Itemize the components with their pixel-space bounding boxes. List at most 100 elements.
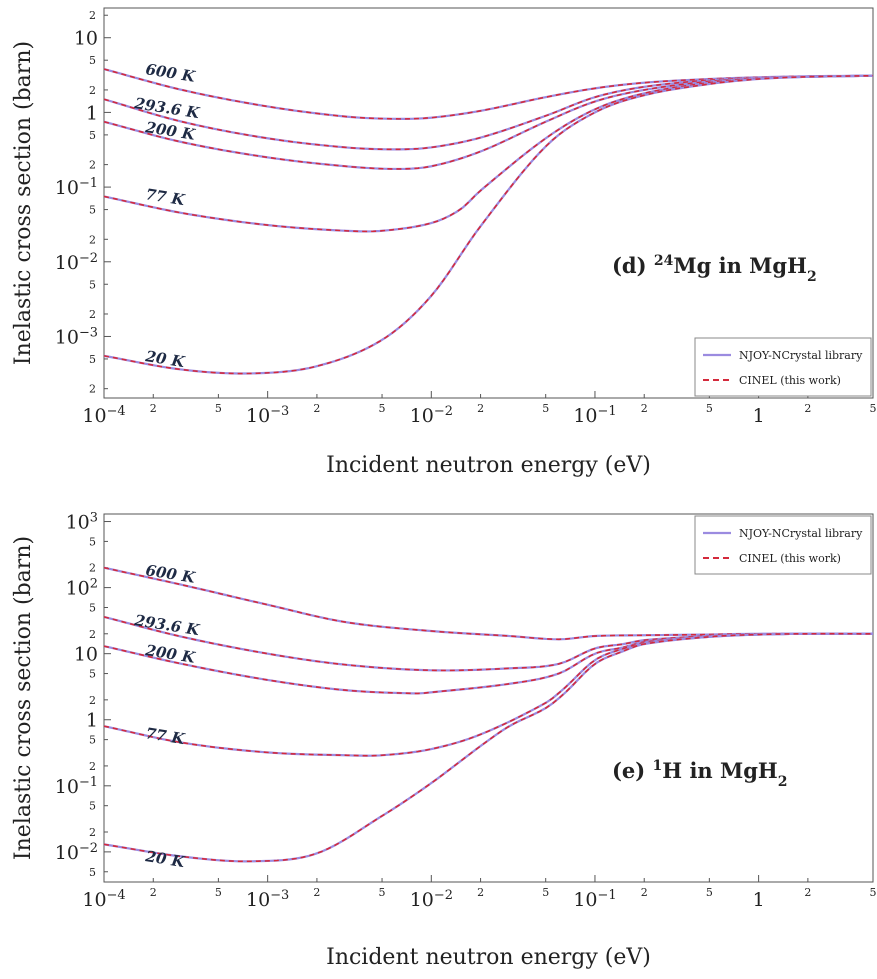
series-line-njoy-77-K	[104, 74, 873, 233]
x-minor-tick-label: 5	[542, 886, 549, 899]
y-minor-tick-label: 2	[89, 694, 96, 707]
x-tick-label: 1	[753, 405, 765, 427]
x-minor-tick-label: 2	[641, 886, 648, 899]
x-tick-label: 10−2	[410, 888, 453, 912]
panel-annotation: (e) 1H in MgH2	[612, 758, 788, 790]
x-minor-tick-label: 2	[313, 886, 320, 899]
plot-frame	[103, 7, 874, 399]
legend: NJOY-NCrystal library CINEL (this work)	[694, 337, 872, 397]
y-minor-tick-label: 5	[89, 129, 96, 142]
y-minor-tick-label: 5	[89, 54, 96, 67]
x-tick-label: 10−3	[246, 888, 289, 912]
legend-box	[694, 337, 872, 397]
y-axis-label: Inelastic cross section (barn)	[11, 41, 36, 365]
series-label: 293.6 K	[132, 611, 201, 639]
y-minor-tick-label: 5	[89, 668, 96, 681]
x-minor-tick-label: 5	[870, 402, 877, 415]
y-minor-tick-label: 2	[89, 383, 96, 396]
x-tick-label: 10−4	[82, 888, 125, 912]
x-minor-tick-label: 2	[641, 402, 648, 415]
y-tick-label: 10−1	[55, 774, 98, 798]
x-minor-tick-label: 5	[706, 402, 713, 415]
y-tick-label: 10	[74, 28, 98, 50]
y-tick-label: 10	[74, 644, 98, 666]
x-minor-tick-label: 2	[477, 886, 484, 899]
x-minor-tick-label: 5	[379, 886, 386, 899]
y-tick-label: 1	[86, 102, 98, 124]
panel-annotation: (d) 24Mg in MgH2	[612, 253, 817, 285]
y-minor-tick-label: 5	[89, 204, 96, 217]
y-minor-tick-label: 5	[89, 866, 96, 879]
plot-frame	[103, 513, 874, 883]
x-tick-label: 10−4	[82, 404, 125, 428]
legend: NJOY-NCrystal library CINEL (this work)	[694, 515, 872, 575]
series-label: 77 K	[144, 185, 186, 209]
x-tick-label: 10−2	[410, 404, 453, 428]
y-tick-label: 10−3	[55, 325, 98, 349]
series-line-cinel-200-K	[104, 632, 873, 695]
x-minor-tick-label: 5	[215, 886, 222, 899]
series-line-njoy-200-K	[104, 632, 873, 695]
y-minor-tick-label: 2	[89, 826, 96, 839]
series-line-njoy-20-K	[104, 74, 873, 375]
legend-label: CINEL (this work)	[739, 552, 841, 565]
y-tick-label: 102	[66, 576, 98, 600]
x-minor-tick-label: 5	[870, 886, 877, 899]
y-minor-tick-label: 2	[89, 233, 96, 246]
y-minor-tick-label: 5	[89, 278, 96, 291]
y-minor-tick-label: 2	[89, 84, 96, 97]
series-line-njoy-293_6-K	[104, 74, 873, 151]
y-tick-label: 10−1	[55, 176, 98, 200]
x-minor-tick-label: 5	[379, 402, 386, 415]
y-minor-tick-label: 5	[89, 601, 96, 614]
series-line-njoy-293_6-K	[104, 615, 873, 672]
panel-d: 2 5 2 5 2 5 2 5 2 5 10−4 10−3 10−2 10−1 1 2 5 2 5 2 5 2 5 2 5 2 10…	[11, 7, 877, 478]
y-tick-label: 1	[86, 710, 98, 732]
x-minor-tick-label: 2	[804, 402, 811, 415]
x-tick-label: 10−1	[573, 404, 616, 428]
x-minor-tick-label: 2	[477, 402, 484, 415]
legend-label: NJOY-NCrystal library	[739, 527, 863, 540]
y-minor-tick-label: 2	[89, 562, 96, 575]
series-line-njoy-600-K	[104, 566, 873, 641]
y-minor-tick-label: 2	[89, 159, 96, 172]
series-label: 600 K	[144, 561, 197, 587]
x-minor-tick-label: 5	[215, 402, 222, 415]
legend-label: CINEL (this work)	[739, 374, 841, 387]
series-line-njoy-77-K	[104, 632, 873, 757]
x-tick-label: 10−3	[246, 404, 289, 428]
y-minor-tick-label: 5	[89, 535, 96, 548]
series-line-cinel-200-K	[104, 74, 873, 170]
y-tick-label: 103	[66, 510, 98, 534]
x-minor-tick-label: 2	[804, 886, 811, 899]
series-label: 200 K	[143, 118, 197, 144]
y-minor-tick-label: 5	[89, 734, 96, 747]
x-axis-label: Incident neutron energy (eV)	[326, 453, 651, 478]
y-minor-tick-label: 2	[89, 628, 96, 641]
series-label: 77 K	[144, 724, 186, 748]
y-minor-tick-label: 5	[89, 800, 96, 813]
y-tick-label: 10−2	[55, 250, 98, 274]
x-minor-tick-label: 2	[313, 402, 320, 415]
series-line-cinel-20-K	[104, 632, 873, 863]
y-minor-tick-label: 5	[89, 353, 96, 366]
series-line-njoy-200-K	[104, 74, 873, 171]
series-line-cinel-293_6-K	[104, 74, 873, 151]
panel-e: 2 5 2 5 2 5 2 5 2 510−4 10−3 10−2 10−1 15252525252510…	[11, 510, 877, 970]
legend-box	[694, 515, 872, 575]
x-minor-tick-label: 5	[542, 402, 549, 415]
y-axis-label: Inelastic cross section (barn)	[11, 536, 36, 860]
series-label: 20 K	[143, 847, 186, 871]
y-minor-tick-label: 2	[89, 760, 96, 773]
legend-label: NJOY-NCrystal library	[739, 349, 863, 362]
y-minor-tick-label: 2	[89, 9, 96, 22]
x-tick-label: 1	[753, 889, 765, 911]
y-tick-label: 10−2	[55, 840, 98, 864]
series-line-cinel-77-K	[104, 632, 873, 757]
x-tick-label: 10−1	[573, 888, 616, 912]
x-minor-tick-label: 2	[150, 886, 157, 899]
x-minor-tick-label: 2	[150, 402, 157, 415]
series-label: 200 K	[143, 641, 197, 667]
series-line-cinel-600-K	[104, 566, 873, 641]
